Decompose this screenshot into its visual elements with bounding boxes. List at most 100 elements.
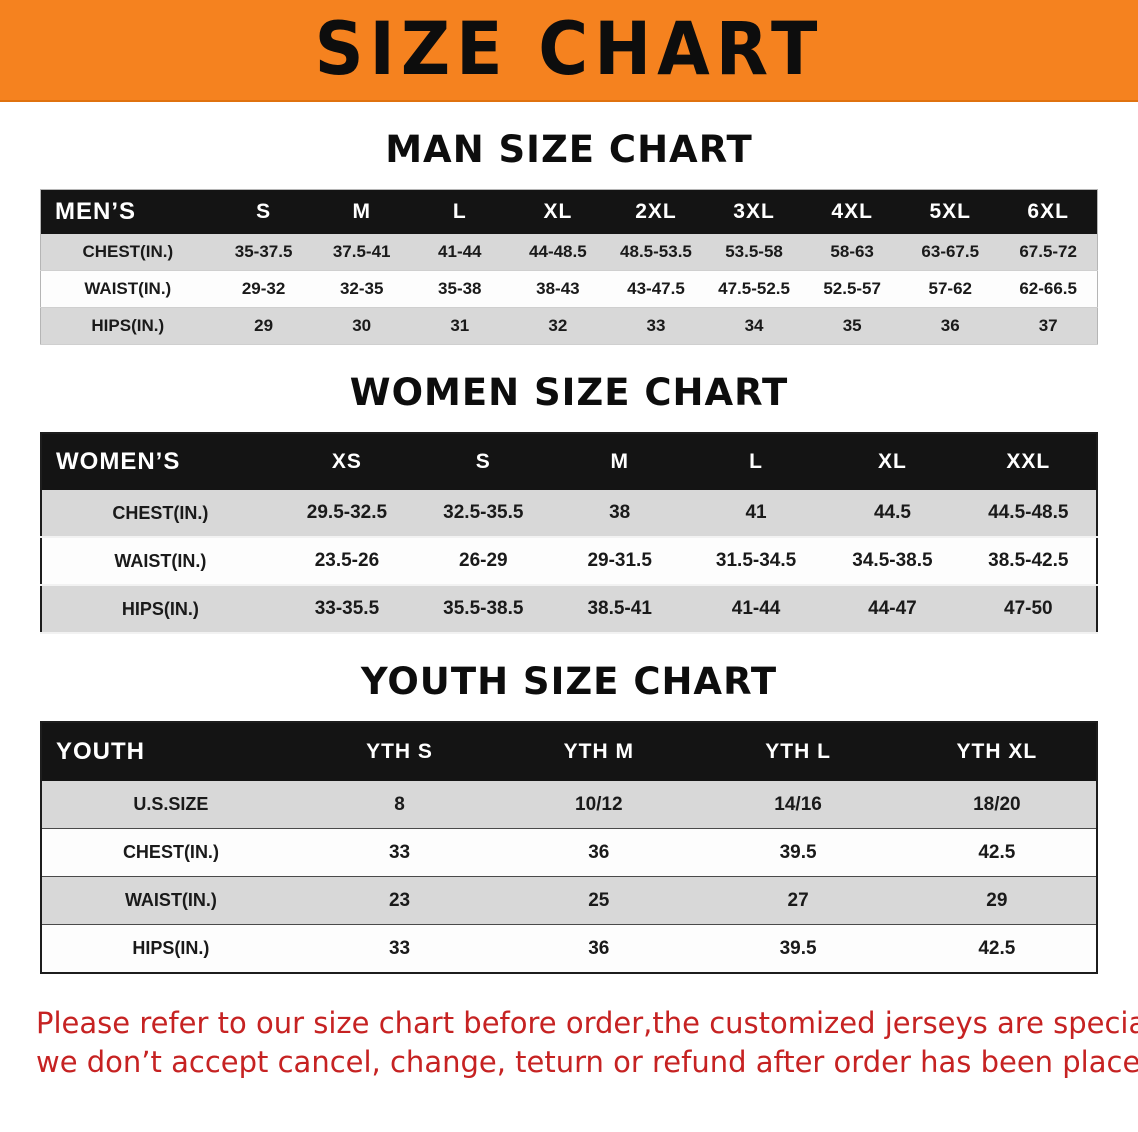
women-size-table: WOMEN’S XS S M L XL XXL CHEST(IN.) 29.5-32.5 32.5…	[40, 432, 1098, 634]
data-cell: 35-37.5	[214, 234, 313, 271]
data-cell: 29-32	[214, 270, 313, 308]
data-cell: 47-50	[960, 585, 1097, 634]
data-cell: 44-47	[824, 585, 961, 634]
data-cell: 53.5-58	[705, 234, 804, 271]
row-label: HIPS(IN.)	[40, 307, 215, 345]
data-cell: 35-38	[410, 270, 509, 308]
banner-title: SIZE CHART	[314, 6, 824, 93]
row-label: WAIST(IN.)	[41, 876, 300, 925]
data-cell: 37.5-41	[312, 234, 411, 271]
size-header-cell: XXL	[960, 433, 1097, 490]
data-cell: 14/16	[698, 781, 898, 829]
data-cell: 32.5-35.5	[415, 490, 552, 538]
size-chart-banner: SIZE CHART	[0, 0, 1138, 102]
header-row: WOMEN’S XS S M L XL XXL	[41, 433, 1097, 490]
row-label: HIPS(IN.)	[41, 924, 300, 973]
data-cell: 27	[698, 876, 898, 925]
table-row: WAIST(IN.) 23 25 27 29	[41, 876, 1097, 925]
table-row: HIPS(IN.) 29 30 31 32 33 34 35 36 37	[40, 307, 1098, 345]
women-section-heading: WOMEN SIZE CHART	[349, 371, 789, 414]
size-header-cell: 2XL	[606, 189, 706, 234]
size-header-cell: XL	[824, 433, 961, 490]
size-header-cell: 5XL	[901, 189, 1000, 234]
data-cell: 31.5-34.5	[687, 537, 825, 586]
table-row: HIPS(IN.) 33 36 39.5 42.5	[41, 924, 1097, 973]
size-header-cell: 3XL	[705, 189, 804, 234]
size-header-cell: YTH XL	[897, 722, 1097, 781]
data-cell: 41	[687, 490, 825, 538]
header-row: YOUTH YTH S YTH M YTH L YTH XL	[41, 722, 1097, 781]
table-row: HIPS(IN.) 33-35.5 35.5-38.5 38.5-41 41-44 44-…	[41, 585, 1097, 634]
data-cell: 36	[499, 924, 699, 973]
size-header-cell: YTH L	[698, 722, 898, 781]
table-row: CHEST(IN.) 35-37.5 37.5-41 41-44 44-48.5 48.5…	[40, 234, 1098, 271]
table-title-cell: WOMEN’S	[41, 433, 279, 490]
data-cell: 39.5	[698, 828, 898, 877]
data-cell: 44-48.5	[508, 234, 607, 271]
size-header-cell: M	[312, 189, 411, 234]
men-section-heading: MAN SIZE CHART	[385, 128, 753, 171]
data-cell: 33-35.5	[278, 585, 416, 634]
data-cell: 8	[299, 781, 500, 829]
data-cell: 41-44	[687, 585, 825, 634]
youth-size-chart-section: YOUTH SIZE CHART YOUTH YTH S YTH M YTH L YTH…	[40, 660, 1098, 974]
table-row: WAIST(IN.) 23.5-26 26-29 29-31.5 31.5-34.5 34…	[41, 537, 1097, 586]
row-label: U.S.SIZE	[41, 781, 300, 829]
data-cell: 38-43	[508, 270, 607, 308]
row-label: CHEST(IN.)	[40, 234, 215, 271]
table-title-cell: MEN’S	[40, 189, 215, 234]
data-cell: 26-29	[415, 537, 552, 586]
data-cell: 38	[551, 490, 688, 538]
data-cell: 33	[606, 307, 706, 345]
data-cell: 39.5	[698, 924, 898, 973]
data-cell: 58-63	[803, 234, 902, 271]
data-cell: 25	[499, 876, 699, 925]
data-cell: 37	[999, 307, 1098, 345]
data-cell: 57-62	[901, 270, 1000, 308]
data-cell: 29	[214, 307, 313, 345]
size-header-cell: YTH S	[299, 722, 500, 781]
size-header-cell: L	[410, 189, 509, 234]
women-size-chart-section: WOMEN SIZE CHART WOMEN’S XS S M L XL XXL CHEST(…	[40, 371, 1098, 634]
men-size-chart-section: MAN SIZE CHART MEN’S S M L XL 2XL 3XL 4XL 5XL 6XL…	[40, 128, 1098, 345]
data-cell: 29-31.5	[551, 537, 688, 586]
order-notice: Please refer to our size chart before or…	[36, 1004, 1138, 1082]
header-row: MEN’S S M L XL 2XL 3XL 4XL 5XL 6XL	[40, 189, 1098, 234]
size-header-cell: S	[214, 189, 313, 234]
data-cell: 38.5-42.5	[960, 537, 1097, 586]
data-cell: 67.5-72	[999, 234, 1098, 271]
table-row: U.S.SIZE 8 10/12 14/16 18/20	[41, 781, 1097, 829]
size-header-cell: 4XL	[803, 189, 902, 234]
table-title-cell: YOUTH	[41, 722, 300, 781]
data-cell: 23.5-26	[278, 537, 416, 586]
data-cell: 29	[897, 876, 1097, 925]
data-cell: 44.5-48.5	[960, 490, 1097, 538]
data-cell: 43-47.5	[606, 270, 706, 308]
data-cell: 47.5-52.5	[705, 270, 804, 308]
size-header-cell: M	[551, 433, 688, 490]
data-cell: 23	[299, 876, 500, 925]
table-row: CHEST(IN.) 33 36 39.5 42.5	[41, 828, 1097, 877]
data-cell: 44.5	[824, 490, 961, 538]
youth-section-heading: YOUTH SIZE CHART	[360, 660, 778, 703]
row-label: CHEST(IN.)	[41, 490, 279, 538]
data-cell: 36	[499, 828, 699, 877]
size-header-cell: XL	[508, 189, 607, 234]
data-cell: 42.5	[897, 924, 1097, 973]
data-cell: 35	[803, 307, 902, 345]
men-size-table: MEN’S S M L XL 2XL 3XL 4XL 5XL 6XL CHEST(IN.) 35-37…	[40, 189, 1098, 345]
row-label: CHEST(IN.)	[41, 828, 300, 877]
data-cell: 48.5-53.5	[606, 234, 706, 271]
data-cell: 42.5	[897, 828, 1097, 877]
table-row: WAIST(IN.) 29-32 32-35 35-38 38-43 43-47.5 47.…	[40, 270, 1098, 308]
row-label: WAIST(IN.)	[41, 537, 279, 586]
order-notice-line-2: we don’t accept cancel, change, teturn o…	[36, 1045, 1138, 1080]
order-notice-line-1: Please refer to our size chart before or…	[36, 1006, 1138, 1040]
data-cell: 33	[299, 924, 500, 973]
data-cell: 36	[901, 307, 1000, 345]
size-header-cell: 6XL	[999, 189, 1098, 234]
data-cell: 30	[312, 307, 411, 345]
data-cell: 35.5-38.5	[415, 585, 552, 634]
data-cell: 18/20	[897, 781, 1097, 829]
youth-size-table: YOUTH YTH S YTH M YTH L YTH XL U.S.SIZE 8 10/12…	[40, 721, 1098, 974]
